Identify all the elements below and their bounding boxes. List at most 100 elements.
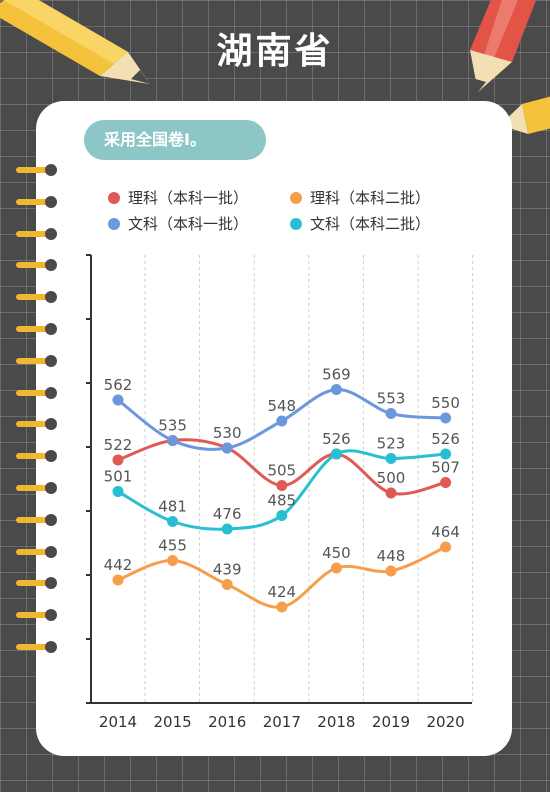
x-tick-label: 2018 (317, 713, 355, 731)
legend-item-series-3: 文科（本科一批） (108, 213, 248, 234)
exam-type-badge: 采用全国卷Ⅰ。 (84, 120, 266, 160)
data-label: 522 (104, 436, 133, 454)
legend-label: 文科（本科二批） (310, 215, 431, 233)
data-point (276, 601, 288, 613)
x-tick-label: 2019 (372, 713, 410, 731)
spiral-hole-icon (45, 482, 57, 494)
spiral-ring-icon (16, 516, 52, 523)
spiral-hole-icon (45, 418, 57, 431)
data-label: 523 (377, 435, 406, 453)
data-point (276, 510, 288, 521)
data-label: 455 (158, 537, 187, 555)
spiral-ring-icon (16, 485, 52, 491)
data-point (112, 454, 124, 466)
data-label: 507 (431, 459, 460, 477)
data-label: 501 (104, 468, 133, 486)
spiral-ring-icon (16, 580, 52, 587)
data-point (276, 415, 288, 427)
spiral-ring-icon (16, 167, 52, 173)
x-tick-label: 2014 (99, 713, 137, 731)
data-point (112, 574, 124, 586)
data-point (221, 579, 233, 590)
spiral-ring-icon (16, 230, 52, 237)
spiral-hole-icon (45, 291, 57, 304)
data-label: 500 (377, 469, 406, 487)
data-point (440, 448, 452, 460)
data-label: 550 (431, 394, 460, 412)
spiral-ring-icon (16, 548, 52, 555)
legend-dot-icon (290, 191, 302, 204)
spiral-hole-icon (45, 323, 57, 335)
page-title: 湖南省 (216, 31, 334, 72)
spiral-hole-icon (45, 545, 57, 558)
data-point (330, 448, 342, 460)
spiral-hole-icon (45, 641, 57, 653)
data-label: 553 (377, 390, 406, 408)
data-label: 569 (322, 366, 351, 384)
legend-item-series-1: 理科（本科一批） (108, 187, 248, 208)
data-label: 439 (213, 561, 242, 579)
spiral-ring-icon (16, 389, 52, 396)
chart-card (36, 101, 512, 756)
data-point (330, 562, 342, 574)
spiral-ring-icon (16, 262, 52, 269)
data-label: 424 (267, 583, 296, 601)
data-label: 548 (267, 397, 296, 415)
spiral-hole-icon (45, 227, 57, 240)
spiral-ring-icon (16, 294, 52, 301)
spiral-ring-icon (16, 198, 52, 205)
legend-label: 文科（本科一批） (128, 215, 249, 233)
data-label: 450 (322, 544, 351, 562)
data-point (167, 435, 179, 446)
spiral-hole-icon (45, 609, 57, 622)
x-tick-label: 2017 (263, 713, 301, 731)
spiral-ring-icon (16, 357, 52, 364)
legend-item-series-4: 文科（本科二批） (290, 213, 430, 234)
data-point (385, 453, 397, 464)
spiral-hole-icon (45, 354, 57, 367)
pencil-right-icon (470, 0, 537, 92)
data-point (385, 565, 397, 577)
legend-label: 理科（本科二批） (310, 189, 431, 207)
x-tick-label: 2016 (208, 713, 246, 731)
spiral-ring-icon (16, 326, 52, 332)
spiral-ring-icon (16, 644, 52, 650)
spiral-ring-icon (16, 612, 52, 619)
spiral-hole-icon (45, 195, 57, 208)
spiral-hole-icon (45, 577, 57, 590)
legend-label: 理科（本科一批） (128, 189, 249, 207)
pencil-left-icon (0, 0, 150, 84)
data-point (221, 442, 233, 454)
data-point (440, 541, 452, 553)
data-label: 476 (213, 505, 242, 523)
spiral-hole-icon (45, 513, 57, 526)
data-point (440, 412, 452, 424)
data-label: 481 (158, 498, 187, 516)
data-point (330, 384, 342, 395)
spiral-hole-icon (45, 450, 57, 463)
data-label: 535 (158, 417, 187, 435)
data-point (385, 487, 397, 499)
spiral-ring-icon (16, 453, 52, 460)
data-label: 505 (267, 462, 296, 480)
spiral-hole-icon (45, 386, 57, 399)
spiral-hole-icon (45, 164, 57, 176)
data-point (167, 555, 179, 566)
x-tick-label: 2015 (154, 713, 192, 731)
data-point (112, 394, 124, 406)
spiral-hole-icon (45, 259, 57, 272)
data-point (440, 477, 452, 488)
legend-dot-icon (108, 191, 120, 204)
x-tick-label: 2020 (427, 713, 465, 731)
data-point (167, 516, 179, 527)
legend-dot-icon (108, 217, 120, 230)
data-label: 526 (431, 430, 460, 448)
spiral-ring-icon (16, 421, 52, 428)
data-label: 442 (104, 556, 133, 574)
data-point (221, 523, 233, 535)
data-point (276, 480, 288, 491)
data-label: 464 (431, 523, 460, 541)
data-label: 530 (213, 424, 242, 442)
data-label: 526 (322, 430, 351, 448)
